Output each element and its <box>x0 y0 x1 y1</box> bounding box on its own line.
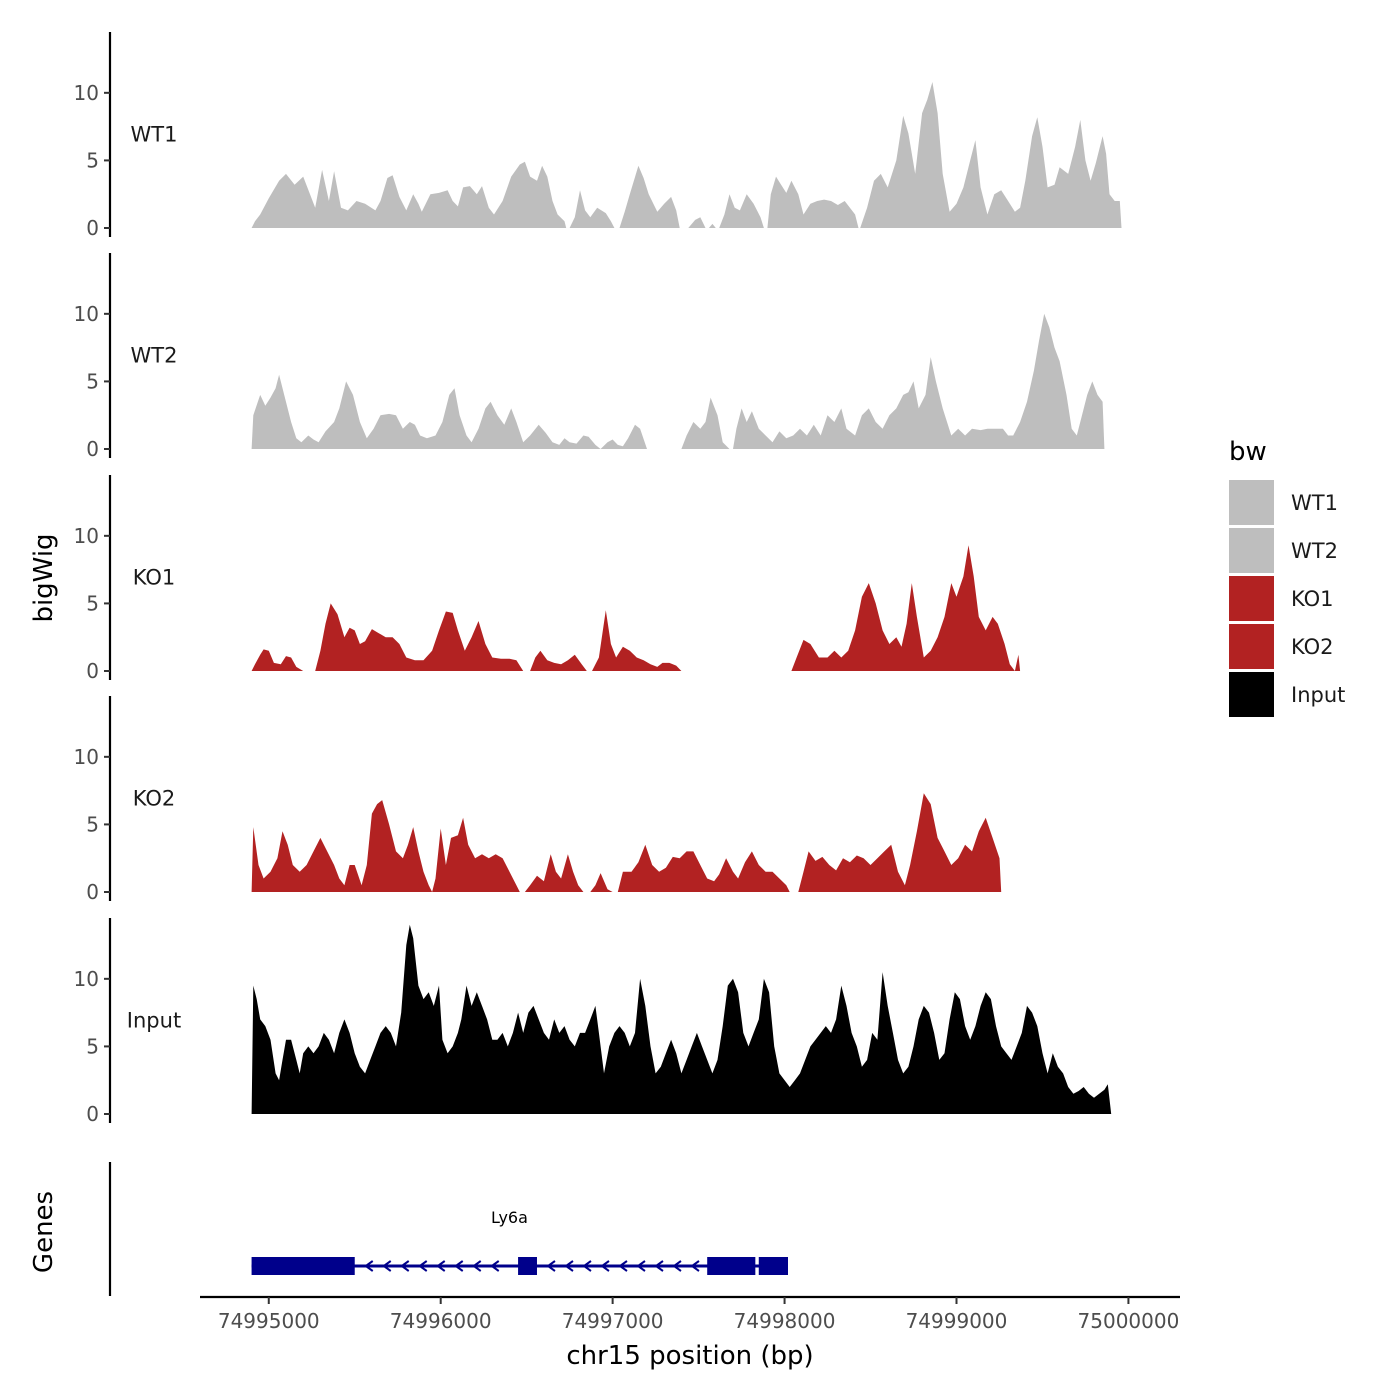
coverage-area-wt2 <box>681 397 730 449</box>
legend: bw WT1 WT2 KO1 KO2 Input <box>1229 437 1345 717</box>
strand-arrow <box>618 1260 628 1272</box>
coverage-area-wt1 <box>719 194 764 228</box>
coverage-area-wt1 <box>708 223 716 228</box>
track-label-wt2: WT2 <box>131 343 178 367</box>
legend-label-input: Input <box>1291 683 1345 707</box>
coverage-area-wt2 <box>251 374 647 449</box>
strand-arrow <box>364 1260 374 1272</box>
track-ko2: 0 5 10 KO2 <box>74 696 1002 904</box>
y-tick-label: 5 <box>86 148 99 172</box>
coverage-area-ko2 <box>251 800 520 892</box>
track-label-ko2: KO2 <box>133 786 176 810</box>
coverage-area-ko2 <box>524 854 584 892</box>
y-tick-label: 0 <box>86 659 99 683</box>
y-tick-label: 10 <box>74 81 99 105</box>
legend-key-ko2 <box>1229 624 1274 669</box>
track-ko1: 0 5 10 KO1 <box>74 475 1021 683</box>
x-tick-label: 74995000 <box>218 1309 320 1333</box>
y-tick-label: 10 <box>74 302 99 326</box>
legend-key-wt1 <box>1229 480 1274 525</box>
gene-exon <box>707 1257 756 1275</box>
strand-arrow <box>690 1260 700 1272</box>
strand-arrow <box>454 1260 464 1272</box>
y-tick-label: 10 <box>74 745 99 769</box>
y-tick-label: 10 <box>74 524 99 548</box>
track-label-ko1: KO1 <box>133 565 176 589</box>
x-tick-label: 74999000 <box>906 1309 1008 1333</box>
y-tick-label: 0 <box>86 880 99 904</box>
gene-exon <box>251 1257 355 1275</box>
legend-key-input <box>1229 672 1274 717</box>
coverage-area-wt1 <box>569 190 615 228</box>
coverage-area-wt1 <box>619 165 680 228</box>
coverage-area-ko1 <box>315 603 524 671</box>
coverage-area-wt1 <box>688 217 706 228</box>
strand-arrow <box>582 1260 592 1272</box>
gene-exon <box>758 1257 788 1275</box>
coverage-area-ko1 <box>530 650 587 671</box>
y-tick-label: 10 <box>74 967 99 991</box>
coverage-area-ko1 <box>251 649 304 671</box>
coverage-area-wt2 <box>733 313 1105 449</box>
track-label-input: Input <box>127 1008 181 1032</box>
coverage-area-ko2 <box>798 793 1002 892</box>
gene-exon <box>518 1257 537 1275</box>
y-tick-label: 0 <box>86 216 99 240</box>
y-tick-label: 0 <box>86 437 99 461</box>
y-axis-title: bigWig <box>29 533 59 622</box>
legend-label-wt1: WT1 <box>1291 491 1338 515</box>
legend-label-wt2: WT2 <box>1291 539 1338 563</box>
y-tick-label: 0 <box>86 1102 99 1126</box>
strand-arrow <box>654 1260 664 1272</box>
gene-label: Ly6a <box>491 1208 528 1227</box>
coverage-area-ko2 <box>617 844 790 892</box>
genes-axis-title: Genes <box>29 1191 59 1273</box>
strand-arrow <box>472 1260 482 1272</box>
legend-label-ko1: KO1 <box>1291 587 1334 611</box>
x-tick-label: 75000000 <box>1078 1309 1180 1333</box>
strand-arrow <box>546 1260 556 1272</box>
track-label-wt1: WT1 <box>131 122 178 146</box>
legend-key-wt2 <box>1229 528 1274 573</box>
strand-arrow <box>418 1260 428 1272</box>
strand-arrow <box>636 1260 646 1272</box>
y-tick-label: 5 <box>86 812 99 836</box>
legend-label-ko2: KO2 <box>1291 635 1334 659</box>
strand-arrow <box>382 1260 392 1272</box>
strand-arrow <box>672 1260 682 1272</box>
y-tick-label: 5 <box>86 1034 99 1058</box>
strand-arrow <box>564 1260 574 1272</box>
y-tick-label: 5 <box>86 591 99 615</box>
x-axis-title: chr15 position (bp) <box>566 1341 813 1371</box>
coverage-area-wt1 <box>767 176 859 228</box>
strand-arrow <box>600 1260 610 1272</box>
x-tick-label: 74996000 <box>390 1309 492 1333</box>
y-tick-label: 5 <box>86 369 99 393</box>
x-tick-label: 74998000 <box>734 1309 836 1333</box>
strand-arrow <box>490 1260 500 1272</box>
coverage-area-ko2 <box>590 873 613 892</box>
x-tick-label: 74997000 <box>562 1309 664 1333</box>
coverage-area-wt1 <box>251 161 567 228</box>
track-wt1: 0 5 10 WT1 <box>74 32 1122 240</box>
track-input: 0 5 10 Input <box>74 918 1112 1126</box>
coverage-area-input <box>251 924 1112 1114</box>
x-axis: 74995000 74996000 74997000 74998000 74999000… <box>200 1295 1180 1333</box>
coverage-area-ko1 <box>791 545 1021 671</box>
strand-arrow <box>400 1260 410 1272</box>
legend-key-ko1 <box>1229 576 1274 621</box>
tracks-layer: 0 5 10 WT1 0 5 10 WT2 0 5 10 KO1 0 5 10 KO2 0 5 10 Input <box>74 32 1122 1126</box>
legend-title: bw <box>1229 437 1267 467</box>
strand-arrow <box>436 1260 446 1272</box>
coverage-area-wt1 <box>860 82 1122 228</box>
track-wt2: 0 5 10 WT2 <box>74 253 1105 461</box>
gene-track: Ly6a <box>108 1162 788 1296</box>
coverage-area-ko1 <box>592 610 682 671</box>
